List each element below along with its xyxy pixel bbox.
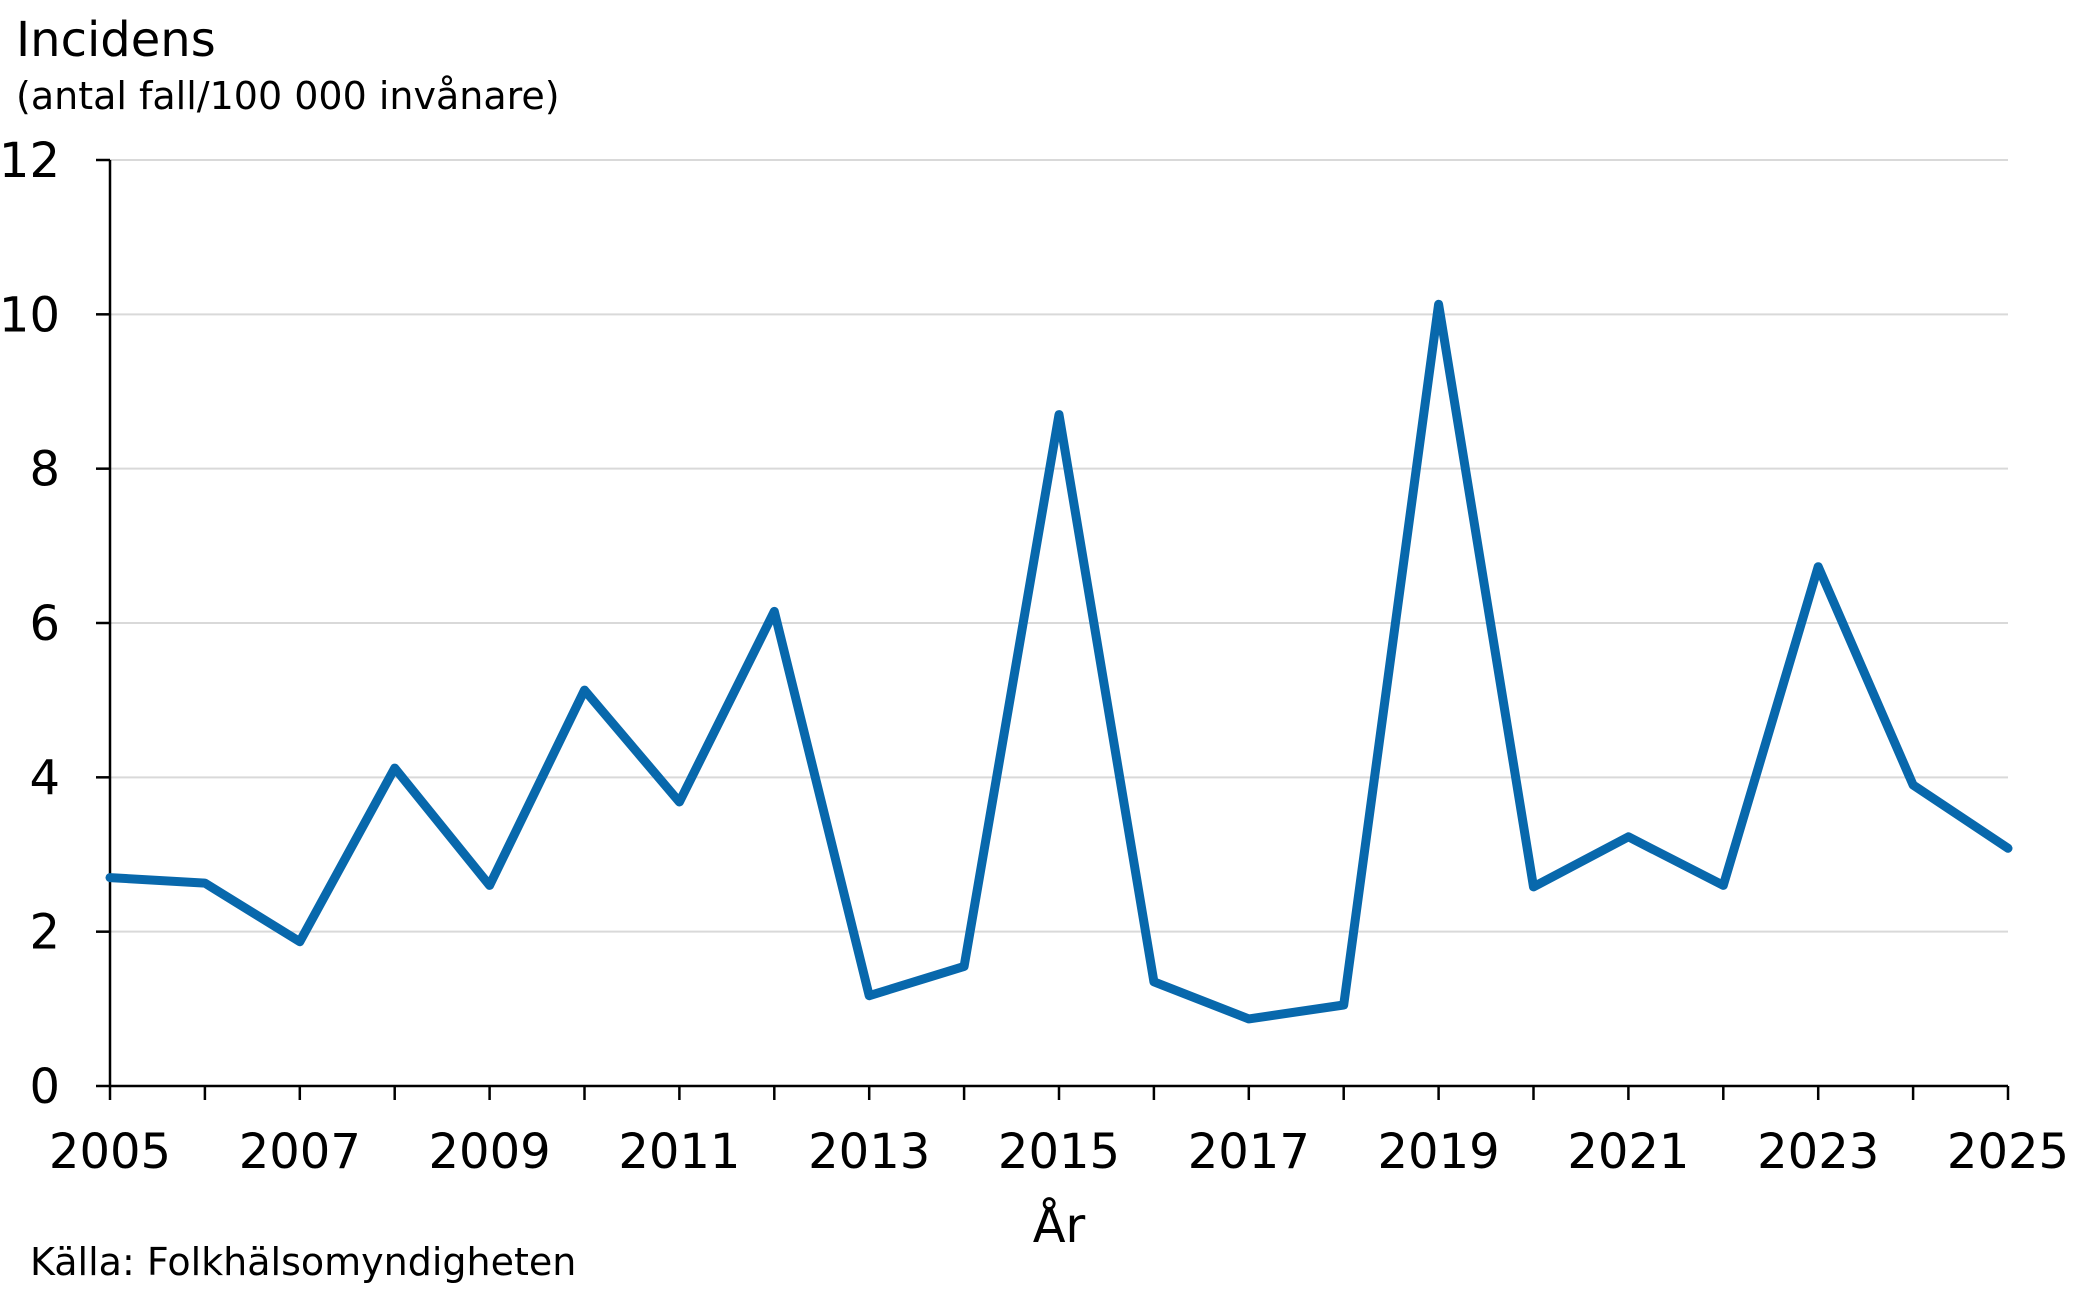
x-axis-title: År	[1033, 1197, 1086, 1254]
y-tick-label: 8	[29, 442, 60, 498]
x-tick-label: 2011	[618, 1124, 740, 1180]
x-tick-label: 2005	[49, 1124, 171, 1180]
x-tick-label: 2021	[1567, 1124, 1689, 1180]
y-tick-label: 10	[0, 287, 60, 343]
x-tick-label: 2017	[1188, 1124, 1310, 1180]
source-note: Källa: Folkhälsomyndigheten	[30, 1240, 577, 1284]
x-tick-label: 2013	[808, 1124, 930, 1180]
y-axis-unit: (antal fall/100 000 invånare)	[16, 74, 560, 118]
y-tick-label: 2	[29, 905, 60, 961]
x-tick-label: 2025	[1947, 1124, 2069, 1180]
x-tick-label: 2015	[998, 1124, 1120, 1180]
y-tick-label: 0	[29, 1059, 60, 1115]
x-tick-label: 2007	[239, 1124, 361, 1180]
series-line	[105, 299, 2013, 1024]
y-axis-title: Incidens	[16, 12, 216, 68]
x-tick-label: 2009	[429, 1124, 551, 1180]
y-tick-label: 6	[29, 596, 60, 652]
x-tick-label: 2019	[1378, 1124, 1500, 1180]
x-tick-label: 2023	[1757, 1124, 1879, 1180]
y-tick-label: 4	[29, 750, 60, 806]
y-tick-label: 12	[0, 133, 60, 189]
